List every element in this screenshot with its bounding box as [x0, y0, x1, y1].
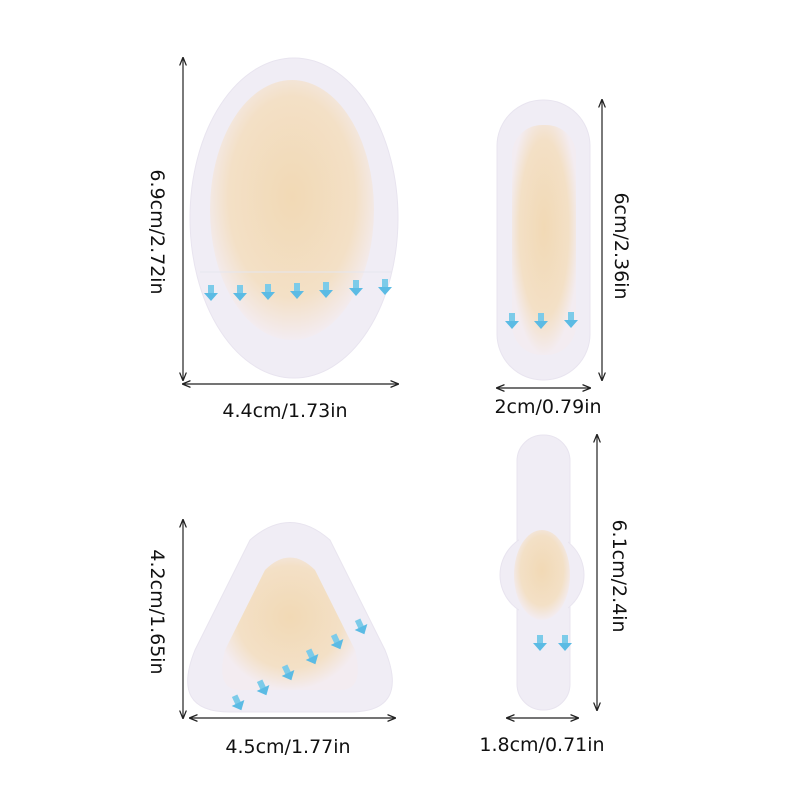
round-pad-width-label: 1.8cm/0.71in — [479, 734, 604, 756]
oval-height-label: 6.9cm/2.72in — [146, 169, 168, 294]
triangle-patch — [187, 522, 393, 714]
oval-patch — [189, 57, 399, 379]
strip-round-pad-patch — [499, 434, 585, 711]
triangle-width-label: 4.5cm/1.77in — [225, 736, 350, 758]
triangle-hydrocolloid-pad — [222, 557, 358, 690]
oval-hydrocolloid-pad — [210, 80, 374, 340]
triangle-height-label: 4.2cm/1.65in — [146, 549, 168, 674]
strip-hydrocolloid-pad — [512, 125, 576, 355]
oval-width-label: 4.4cm/1.73in — [222, 400, 347, 422]
round-pad-height-label: 6.1cm/2.4in — [608, 519, 630, 632]
round-hydrocolloid-pad — [514, 530, 570, 620]
strip-height-label: 6cm/2.36in — [610, 192, 632, 299]
strip-width-label: 2cm/0.79in — [494, 396, 601, 418]
rounded-strip-patch — [496, 99, 591, 381]
